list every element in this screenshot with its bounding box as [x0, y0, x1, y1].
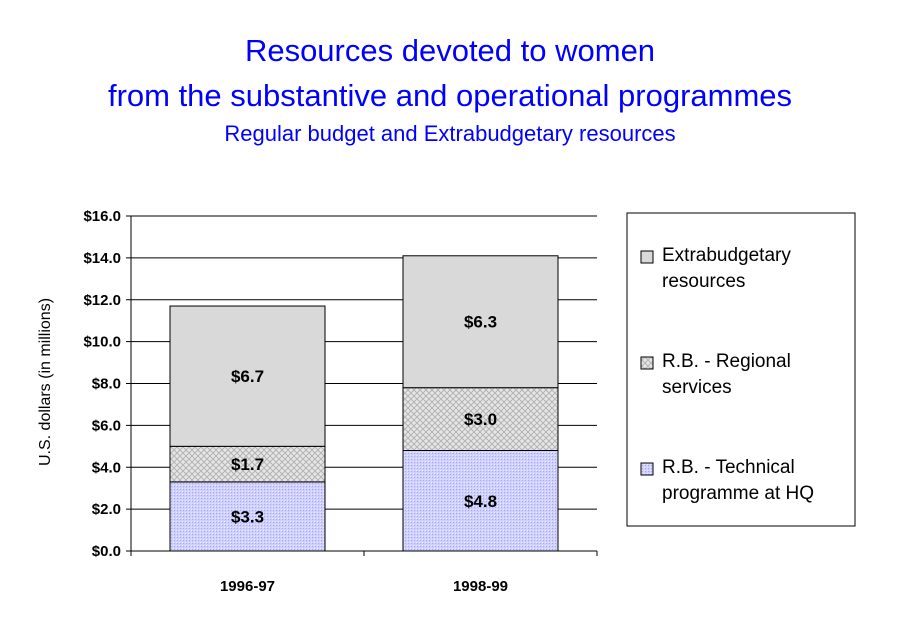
- bar-segment: [169, 305, 326, 447]
- data-label: $6.7: [231, 367, 264, 386]
- x-tick-label: 1996-97: [220, 578, 275, 595]
- legend-box: [626, 212, 856, 527]
- y-tick-label: $12.0: [83, 292, 121, 309]
- y-tick-label: $14.0: [83, 250, 121, 267]
- y-tick-label: $16.0: [83, 208, 121, 225]
- y-axis-label: U.S. dollars (in millions): [37, 298, 54, 466]
- bar-segment: [402, 387, 559, 451]
- legend-label: Extrabudgetary: [662, 245, 791, 266]
- bar-segment: [402, 255, 559, 389]
- x-tick-label: 1998-99: [453, 578, 508, 595]
- y-tick-label: $2.0: [92, 501, 121, 518]
- chart-title-line2: from the substantive and operational pro…: [108, 78, 792, 113]
- data-label: $1.7: [231, 455, 264, 474]
- legend-label: services: [662, 377, 732, 398]
- bar-segment: [169, 481, 326, 552]
- data-label: $6.3: [464, 313, 497, 332]
- y-tick-label: $6.0: [92, 417, 121, 434]
- legend-label: resources: [662, 271, 745, 292]
- chart-title: Resources devoted to women: [245, 33, 655, 68]
- bar-segment: [169, 445, 326, 483]
- y-tick-label: $4.0: [92, 459, 121, 476]
- data-label: $4.8: [464, 492, 497, 511]
- y-tick-label: $0.0: [92, 543, 121, 560]
- data-label: $3.0: [464, 410, 497, 429]
- y-tick-label: $8.0: [92, 376, 121, 393]
- bar-segment: [402, 450, 559, 552]
- legend-swatch: [640, 250, 654, 264]
- legend-label: R.B. - Technical: [662, 457, 795, 478]
- legend-swatch: [640, 356, 654, 370]
- legend-swatch: [640, 462, 654, 476]
- data-label: $3.3: [231, 507, 264, 526]
- y-tick-label: $10.0: [83, 334, 121, 351]
- legend-label: programme at HQ: [662, 483, 814, 504]
- chart-subtitle: Regular budget and Extrabudgetary resour…: [224, 121, 675, 146]
- legend-label: R.B. - Regional: [662, 351, 791, 372]
